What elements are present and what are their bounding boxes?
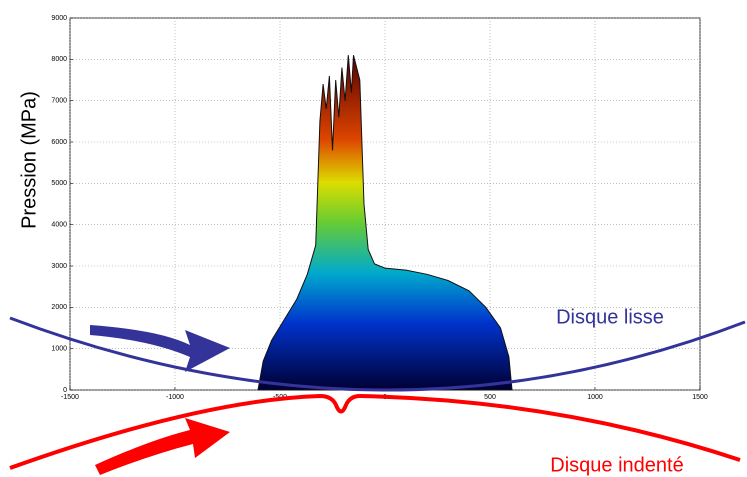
y-tick-label: 5000 xyxy=(51,180,67,187)
indented-disc xyxy=(9,393,741,470)
y-tick-label: 9000 xyxy=(51,15,67,22)
x-tick-label: -1000 xyxy=(166,394,184,401)
y-tick-label: 8000 xyxy=(51,56,67,63)
red-arrow xyxy=(95,418,230,475)
y-tick-label: 6000 xyxy=(51,139,67,146)
y-tick-label: 0 xyxy=(63,387,67,394)
y-tick-label: 1000 xyxy=(51,346,67,353)
y-tick-label: 7000 xyxy=(51,98,67,105)
x-tick-label: 1500 xyxy=(692,394,708,401)
y-tick-label: 4000 xyxy=(51,222,67,229)
annotation: Disque lisse xyxy=(556,306,664,328)
y-axis-label: Pression (MPa) xyxy=(18,91,40,229)
smooth-disc xyxy=(9,316,746,392)
y-tick-label: 2000 xyxy=(51,304,67,311)
axes: -1500 -1000 -500 0 500 1000 150001000200030004… xyxy=(51,15,707,401)
x-tick-label: -1500 xyxy=(61,394,79,401)
y-tick-label: 3000 xyxy=(51,263,67,270)
blue-arrow xyxy=(90,325,230,372)
pressure-surface xyxy=(257,55,513,391)
annotation: Disque indenté xyxy=(550,454,683,476)
x-tick-label: 1000 xyxy=(587,394,603,401)
x-tick-label: 500 xyxy=(484,394,496,401)
